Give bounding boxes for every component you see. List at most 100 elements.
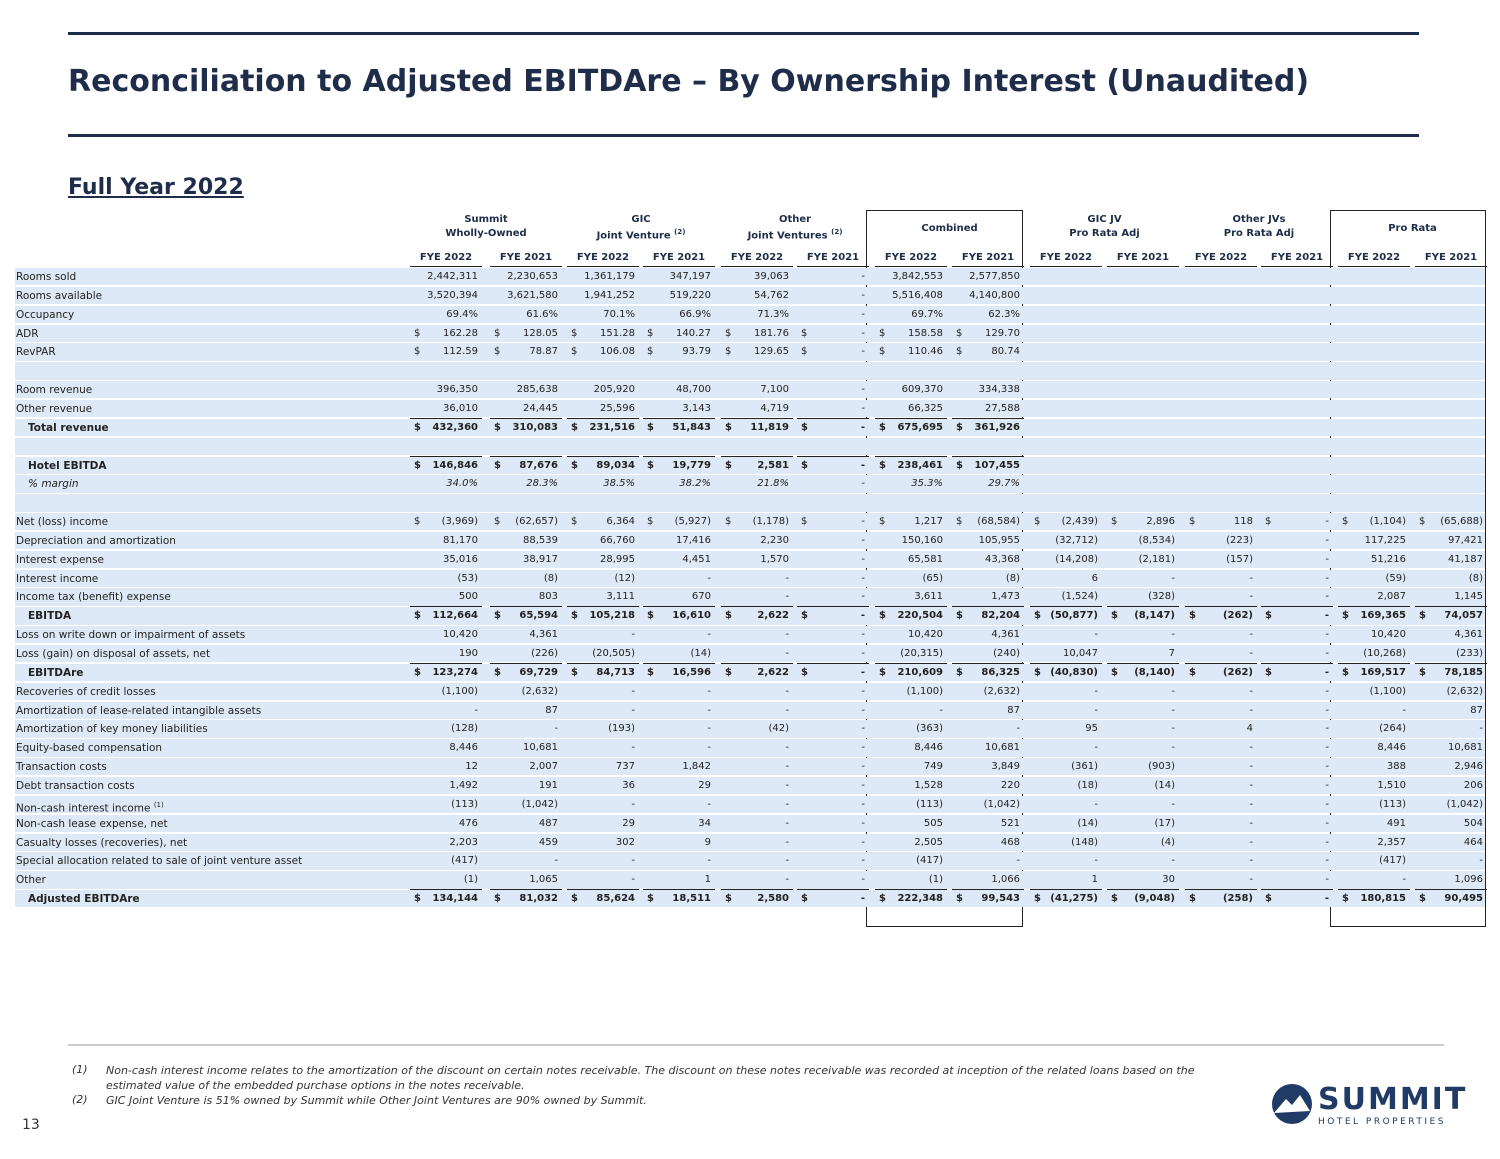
total-rule bbox=[1185, 606, 1257, 608]
cell-value: 609,370 bbox=[901, 384, 943, 396]
row-label: Rooms sold bbox=[16, 271, 77, 283]
title: Reconciliation to Adjusted EBITDAre – By… bbox=[68, 64, 1310, 99]
cell-value: - bbox=[707, 685, 711, 697]
cell-value: - bbox=[1249, 629, 1253, 641]
currency-sign: $ bbox=[801, 327, 808, 339]
cell-value: 36 bbox=[622, 779, 635, 791]
cell-value: (240) bbox=[993, 648, 1020, 659]
cell-value: 3,621,580 bbox=[507, 289, 558, 301]
row-band bbox=[15, 645, 1485, 663]
row-band bbox=[15, 456, 1485, 474]
cell-value: - bbox=[861, 817, 865, 829]
cell-value: (8,534) bbox=[1138, 534, 1175, 546]
cell-value: 285,638 bbox=[516, 384, 558, 396]
cell-value: - bbox=[1249, 874, 1253, 886]
currency-sign: $ bbox=[571, 516, 578, 528]
cell-value: 4,361 bbox=[1454, 629, 1483, 641]
total-rule bbox=[1338, 606, 1410, 608]
cell-value: - bbox=[861, 874, 865, 886]
cell-value: - bbox=[785, 836, 789, 848]
cell-value: - bbox=[1325, 572, 1329, 584]
total-rule bbox=[797, 889, 869, 891]
cell-value: 3,143 bbox=[682, 402, 711, 414]
cell-value: 110.46 bbox=[908, 346, 943, 358]
cell-value: 4,140,800 bbox=[969, 289, 1020, 301]
cell-value: (417) bbox=[1379, 855, 1406, 867]
cell-value: 10,420 bbox=[1371, 629, 1406, 641]
cell-value: (2,181) bbox=[1138, 553, 1175, 565]
total-rule bbox=[875, 417, 947, 419]
cell-value: - bbox=[861, 836, 865, 848]
logo-icon bbox=[1272, 1084, 1312, 1124]
currency-sign: $ bbox=[414, 327, 421, 339]
column-header: FYE 2021 bbox=[797, 250, 869, 267]
currency-sign: $ bbox=[647, 893, 654, 905]
cell-value: 6,364 bbox=[606, 516, 635, 528]
cell-value: - bbox=[785, 855, 789, 867]
cell-value: - bbox=[1249, 704, 1253, 716]
cell-value: (113) bbox=[1379, 798, 1406, 810]
cell-value: (361) bbox=[1071, 761, 1098, 773]
currency-sign: $ bbox=[571, 459, 578, 471]
cell-value: - bbox=[1325, 855, 1329, 867]
cell-value: - bbox=[861, 572, 865, 584]
group-header: Combined bbox=[875, 223, 1024, 234]
currency-sign: $ bbox=[1419, 666, 1426, 678]
cell-value: (10,268) bbox=[1363, 648, 1406, 659]
total-rule bbox=[567, 606, 639, 608]
row-band bbox=[15, 550, 1485, 569]
cell-value: 29 bbox=[698, 779, 711, 791]
cell-value: (264) bbox=[1379, 723, 1406, 735]
cell-value: 80.74 bbox=[991, 346, 1020, 358]
row-label: Depreciation and amortization bbox=[16, 534, 176, 547]
cell-value: - bbox=[1479, 723, 1483, 735]
cell-value: 123,274 bbox=[432, 666, 478, 678]
cell-value: - bbox=[860, 421, 865, 433]
cell-value: - bbox=[631, 855, 635, 867]
cell-value: - bbox=[785, 648, 789, 659]
cell-value: (1,100) bbox=[906, 685, 943, 697]
cell-value: (50,877) bbox=[1050, 610, 1098, 622]
total-rule bbox=[721, 455, 793, 457]
total-rule bbox=[490, 417, 562, 419]
cell-value: - bbox=[861, 327, 865, 339]
row-label: Amortization of lease-related intangible… bbox=[16, 704, 262, 717]
total-rule bbox=[490, 889, 562, 891]
cell-value: 158.58 bbox=[908, 327, 943, 339]
cell-value: 8,446 bbox=[449, 742, 478, 754]
cell-value: - bbox=[1249, 572, 1253, 584]
total-rule bbox=[410, 455, 482, 457]
cell-value: 18,511 bbox=[672, 893, 711, 905]
cell-value: (14) bbox=[690, 648, 711, 659]
cell-value: (128) bbox=[451, 723, 478, 735]
cell-value: 51,843 bbox=[672, 421, 711, 433]
cell-value: 28,995 bbox=[600, 553, 635, 565]
row-label: Transaction costs bbox=[16, 761, 107, 774]
cell-value: - bbox=[860, 459, 865, 471]
row-label: Interest expense bbox=[16, 553, 104, 566]
group-header: Other Joint Ventures (2) bbox=[721, 214, 869, 241]
cell-value: (262) bbox=[1222, 610, 1253, 622]
cell-value: 95 bbox=[1085, 723, 1098, 735]
row-band bbox=[15, 513, 1485, 531]
row-label: Other bbox=[16, 874, 46, 887]
cell-value: 2,087 bbox=[1377, 591, 1406, 603]
cell-value: - bbox=[1325, 836, 1329, 848]
currency-sign: $ bbox=[801, 610, 808, 622]
cell-value: (1,042) bbox=[1446, 798, 1483, 810]
total-rule bbox=[952, 889, 1024, 891]
cell-value: - bbox=[785, 629, 789, 641]
column-header: FYE 2021 bbox=[1415, 250, 1487, 267]
row-label: Interest income bbox=[16, 572, 99, 585]
cell-value: 19,779 bbox=[672, 459, 711, 471]
cell-value: 5,516,408 bbox=[892, 289, 943, 301]
cell-value: (65,688) bbox=[1440, 516, 1483, 528]
cell-value: 87,676 bbox=[519, 459, 558, 471]
cell-value: - bbox=[861, 591, 865, 603]
cell-value: 28.3% bbox=[526, 478, 558, 490]
cell-value: 8,446 bbox=[914, 742, 943, 754]
cell-value: 140.27 bbox=[676, 327, 711, 339]
cell-value: 3,520,394 bbox=[427, 289, 478, 301]
currency-sign: $ bbox=[956, 666, 963, 678]
cell-value: 302 bbox=[615, 836, 635, 848]
